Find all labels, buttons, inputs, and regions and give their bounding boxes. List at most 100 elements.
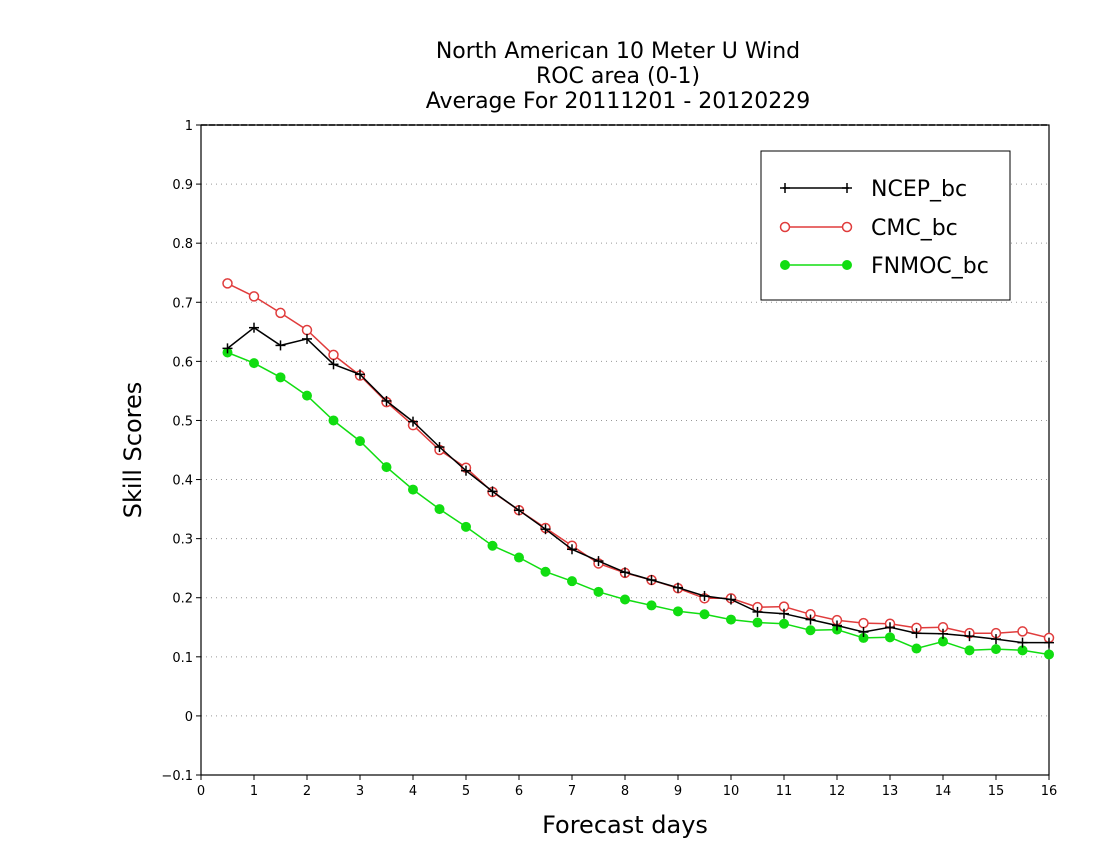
data-point (699, 590, 710, 601)
data-point (1044, 649, 1054, 660)
data-point (302, 333, 312, 344)
data-point (328, 415, 339, 426)
data-point (779, 618, 789, 629)
x-tick-label: 9 (674, 784, 682, 799)
legend-label: FNMOC_bc (871, 254, 989, 279)
data-point (726, 594, 736, 605)
data-point (911, 628, 922, 639)
series-line-NCEP_bc (227, 326, 1049, 644)
legend-entry-FNMOC_bc: FNMOC_bc (780, 254, 989, 279)
data-point (1017, 626, 1028, 637)
data-point (673, 606, 683, 617)
title-line-3: Average For 20111201 - 20120229 (426, 89, 811, 114)
data-point (434, 504, 445, 515)
data-point (620, 594, 630, 605)
data-point (991, 634, 1001, 645)
data-point (301, 324, 313, 336)
data-point (911, 643, 922, 654)
data-point (805, 614, 816, 625)
data-point (249, 322, 259, 333)
legend-marker (842, 183, 852, 193)
data-point (673, 582, 683, 593)
data-point (885, 622, 895, 633)
data-point (408, 416, 418, 427)
x-tick-label: 5 (462, 784, 470, 799)
data-point (620, 567, 630, 578)
data-point (991, 644, 1001, 655)
data-point (487, 540, 498, 551)
data-point (567, 544, 577, 555)
data-point (381, 395, 392, 406)
x-tick-label: 0 (197, 784, 205, 799)
legend-label: NCEP_bc (871, 177, 967, 202)
title-line-2: ROC area (0-1) (536, 64, 700, 89)
series-lines (222, 278, 1055, 660)
y-tick-label: 0.7 (172, 296, 193, 311)
series-CMC_bc (222, 278, 1055, 644)
data-point (752, 606, 763, 617)
x-tick-label: 1 (250, 784, 258, 799)
y-tick-label: 0.5 (172, 414, 193, 429)
y-tick-label: −0.1 (161, 769, 193, 784)
data-point (593, 586, 604, 597)
legend-marker (842, 260, 852, 270)
data-point (381, 462, 392, 473)
legend-marker (841, 221, 853, 233)
data-point (275, 372, 286, 383)
x-tick-label: 15 (988, 784, 1005, 799)
data-point (752, 617, 763, 628)
legend-marker (780, 260, 790, 270)
x-tick-label: 8 (621, 784, 629, 799)
data-point (487, 486, 498, 497)
x-tick-label: 2 (303, 784, 311, 799)
data-point (726, 614, 736, 625)
x-tick-label: 14 (935, 784, 952, 799)
data-point (885, 632, 895, 643)
x-tick-label: 13 (882, 784, 899, 799)
series-FNMOC_bc (222, 347, 1054, 660)
y-tick-label: 0.2 (172, 592, 193, 607)
x-tick-label: 4 (409, 784, 417, 799)
data-point (567, 576, 577, 587)
legend-box (760, 150, 1011, 301)
data-point (964, 631, 975, 642)
data-point (938, 628, 948, 639)
x-tick-label: 16 (1041, 784, 1058, 799)
data-point (1044, 637, 1054, 648)
data-point (328, 349, 339, 361)
data-point (275, 307, 286, 319)
title-line-1: North American 10 Meter U Wind (436, 39, 800, 64)
series-line-FNMOC_bc (227, 351, 1050, 656)
data-point (222, 278, 233, 289)
data-point (646, 575, 657, 585)
legend-marker (779, 221, 791, 233)
x-tick-label: 12 (829, 784, 846, 799)
data-point (328, 359, 339, 370)
data-point (858, 627, 869, 637)
data-point (540, 566, 551, 577)
axes: −0.100.10.20.30.40.50.60.70.80.910 1 2 3 4 5 6… (161, 119, 1057, 799)
data-point (858, 617, 869, 629)
data-point (964, 645, 975, 656)
y-tick-label: 0 (185, 710, 193, 725)
series-NCEP_bc (222, 322, 1054, 648)
legend-entry-NCEP_bc: NCEP_bc (780, 177, 967, 202)
legend: NCEP_bc CMC_bc FNMOC_bc (760, 150, 1011, 301)
data-point (805, 625, 816, 636)
data-point (832, 620, 842, 631)
data-point (434, 442, 445, 453)
x-tick-label: 11 (776, 784, 793, 799)
data-point (1017, 637, 1028, 648)
data-point (540, 524, 551, 535)
legend-marker (780, 183, 790, 193)
y-tick-label: 0.6 (172, 355, 193, 370)
data-point (222, 343, 233, 354)
x-axis-label: Forecast days (542, 811, 708, 839)
data-point (514, 552, 524, 563)
data-point (461, 521, 471, 532)
series-line-CMC_bc (227, 282, 1050, 639)
y-tick-label: 0.8 (172, 237, 193, 252)
x-tick-label: 10 (723, 784, 740, 799)
y-tick-label: 0.1 (172, 651, 193, 666)
y-tick-label: 0.4 (172, 474, 193, 489)
